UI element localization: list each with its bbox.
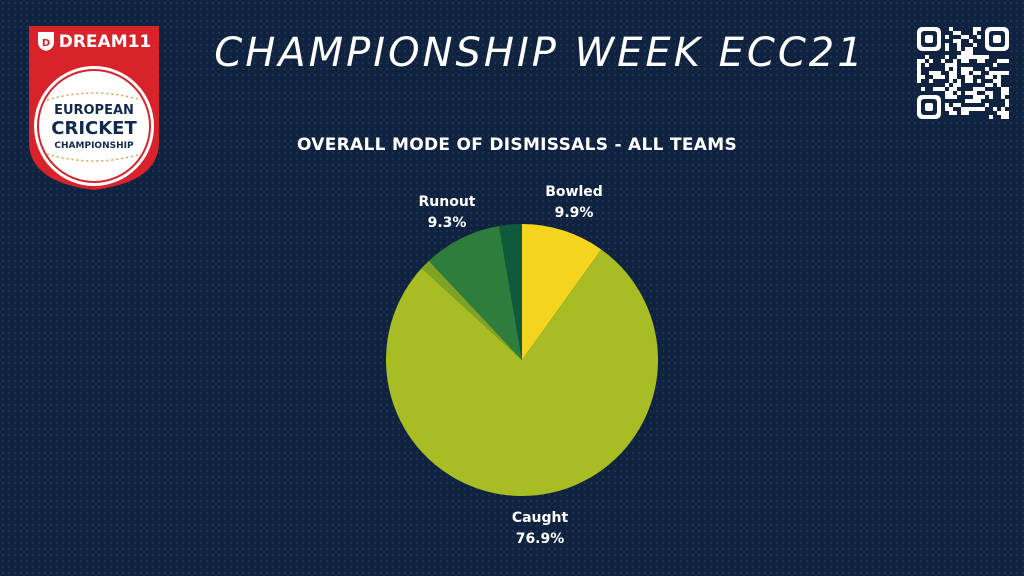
svg-text:D: D (42, 38, 50, 49)
pie-slice-bowled (522, 224, 602, 360)
slice-label-caught: Caught (512, 510, 569, 526)
logo-line1: EUROPEAN (54, 103, 134, 118)
chart-title: OVERALL MODE OF DISMISSALS - ALL TEAMS (296, 135, 738, 155)
logo-line2: CRICKET (51, 118, 137, 139)
pie-slice-caught (385, 249, 658, 497)
slice-label-bowled: Bowled (545, 184, 603, 200)
logo-line3: CHAMPIONSHIP (54, 141, 134, 151)
dream11-ecc-logo: DREAM11 D EUROPEAN CRICKET CHAMPIONSHIP (25, 22, 163, 192)
slice-label-runout: Runout (419, 194, 476, 210)
slice-value-caught: 76.9% (516, 531, 565, 547)
slice-value-runout: 9.3% (428, 215, 467, 231)
page-title: CHAMPIONSHIP WEEK ECC21 (214, 30, 866, 76)
pie-slice-other-4 (499, 224, 522, 360)
qr-code[interactable] (917, 27, 1009, 119)
pie-slice-other-2 (421, 260, 522, 360)
slice-value-bowled: 9.9% (555, 205, 594, 221)
logo-brand: DREAM11 (59, 32, 152, 52)
pie-slice-runout (428, 225, 522, 360)
dream11-shield-icon: D (38, 32, 54, 51)
